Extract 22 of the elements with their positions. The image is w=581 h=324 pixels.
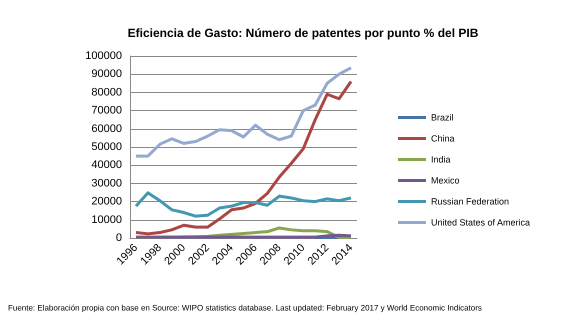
y-tick-label: 30000 xyxy=(91,177,122,190)
legend-label: Russian Federation xyxy=(431,196,510,206)
chart-title: Eficiencia de Gasto: Número de patentes por punto % del PIB xyxy=(128,26,479,40)
line-series xyxy=(134,80,353,236)
source-note: Fuente: Elaboración propia con base en Source: WIPO statistics database. Last updated: February 2017 y World Economic Indicators xyxy=(8,304,482,312)
legend-label: Mexico xyxy=(431,176,460,186)
y-tick-label: 90000 xyxy=(91,68,122,80)
line-series xyxy=(134,191,353,218)
y-tick-label: 0 xyxy=(116,232,122,244)
legend-label: Brazil xyxy=(431,112,454,122)
y-tick-label: 20000 xyxy=(91,196,122,208)
line-series xyxy=(134,66,353,158)
legend-label: India xyxy=(431,154,451,164)
y-tick-label: 80000 xyxy=(91,86,122,98)
y-tick-label: 60000 xyxy=(91,122,122,135)
y-tick-label: 50000 xyxy=(91,141,122,153)
y-tick-label: 70000 xyxy=(91,104,122,117)
y-tick-label: 10000 xyxy=(91,214,122,226)
y-tick-label: 40000 xyxy=(91,159,122,172)
legend-label: China xyxy=(431,134,455,144)
legend-label: United States of America xyxy=(431,218,530,228)
y-tick-label: 100000 xyxy=(85,50,122,62)
